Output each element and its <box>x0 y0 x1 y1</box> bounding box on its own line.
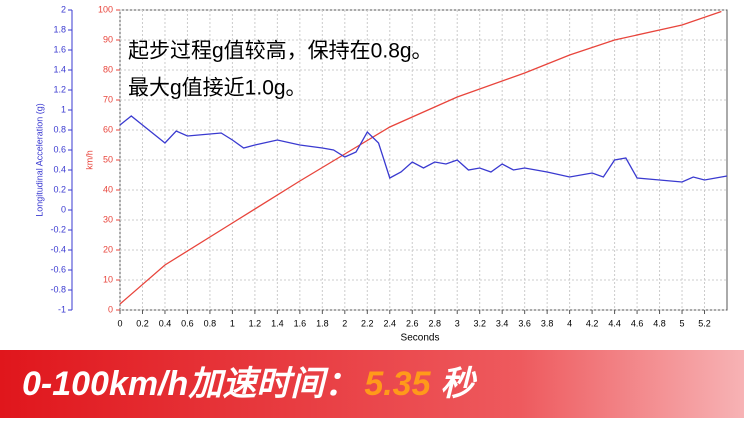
y2-tick-label: 1 <box>61 104 66 114</box>
x-tick-label: 3.2 <box>473 318 486 328</box>
y2-tick-label: 1.8 <box>53 24 66 34</box>
y2-tick-label: 1.6 <box>53 44 66 54</box>
y-tick-label: 20 <box>103 244 113 254</box>
x-tick-label: 1.2 <box>249 318 262 328</box>
y2-tick-label: -0.6 <box>50 264 66 274</box>
y-tick-label: 10 <box>103 274 113 284</box>
x-tick-label: 4.8 <box>653 318 666 328</box>
y-label: km/h <box>84 150 94 170</box>
y-tick-label: 50 <box>103 154 113 164</box>
x-tick-label: 0.4 <box>159 318 172 328</box>
y2-tick-label: -0.4 <box>50 244 66 254</box>
y2-tick-label: -1 <box>58 304 66 314</box>
banner-text: 0-100km/h加速时间： 5.35 秒 <box>22 365 478 403</box>
banner-unit: 秒 <box>441 365 478 403</box>
y2-label: Longitudinal Acceleration (g) <box>34 103 44 217</box>
x-tick-label: 5 <box>680 318 685 328</box>
annotation: 最大g值接近1.0g。 <box>128 77 307 100</box>
x-tick-label: 3.4 <box>496 318 509 328</box>
x-tick-label: 2 <box>342 318 347 328</box>
x-tick-label: 2.4 <box>384 318 397 328</box>
x-tick-label: 4.2 <box>586 318 599 328</box>
x-tick-label: 1 <box>230 318 235 328</box>
y2-tick-label: -0.2 <box>50 224 66 234</box>
x-tick-label: 2.8 <box>428 318 441 328</box>
banner-value: 5.35 <box>364 365 431 403</box>
y2-tick-label: 0.2 <box>53 184 66 194</box>
y-tick-label: 90 <box>103 34 113 44</box>
y-tick-label: 70 <box>103 94 113 104</box>
y-tick-label: 40 <box>103 184 113 194</box>
x-tick-label: 3 <box>455 318 460 328</box>
y2-tick-label: -0.8 <box>50 284 66 294</box>
y-tick-label: 80 <box>103 64 113 74</box>
y2-tick-label: 0.6 <box>53 144 66 154</box>
x-tick-label: 1.6 <box>294 318 307 328</box>
x-tick-label: 0.2 <box>136 318 149 328</box>
series-line <box>119 115 728 183</box>
y2-tick-label: 1.2 <box>53 84 66 94</box>
annotation: 起步过程g值较高，保持在0.8g。 <box>128 40 433 63</box>
banner <box>0 350 744 418</box>
y2-tick-label: 1.4 <box>53 64 66 74</box>
x-tick-label: 4.6 <box>631 318 644 328</box>
x-tick-label: 0.8 <box>204 318 217 328</box>
y-tick-label: 30 <box>103 214 113 224</box>
x-tick-label: 3.8 <box>541 318 554 328</box>
y2-tick-label: 0.4 <box>53 164 66 174</box>
y-tick-label: 100 <box>98 4 113 14</box>
x-tick-label: 2.6 <box>406 318 419 328</box>
y2-tick-label: 0.8 <box>53 124 66 134</box>
y-tick-label: 60 <box>103 124 113 134</box>
x-label: Seconds <box>401 333 440 344</box>
y2-tick-label: 0 <box>61 204 66 214</box>
y-tick-label: 0 <box>108 304 113 314</box>
x-tick-label: 4.4 <box>608 318 621 328</box>
x-tick-label: 2.2 <box>361 318 374 328</box>
x-tick-label: 5.2 <box>698 318 711 328</box>
series-line <box>119 10 722 305</box>
y2-tick-label: 2 <box>61 4 66 14</box>
x-tick-label: 0.6 <box>181 318 194 328</box>
x-tick-label: 1.8 <box>316 318 329 328</box>
x-tick-label: 3.6 <box>518 318 531 328</box>
x-tick-label: 1.4 <box>271 318 284 328</box>
x-tick-label: 0 <box>117 318 122 328</box>
banner-label: 0-100km/h加速时间： <box>22 365 358 403</box>
x-tick-label: 4 <box>567 318 572 328</box>
